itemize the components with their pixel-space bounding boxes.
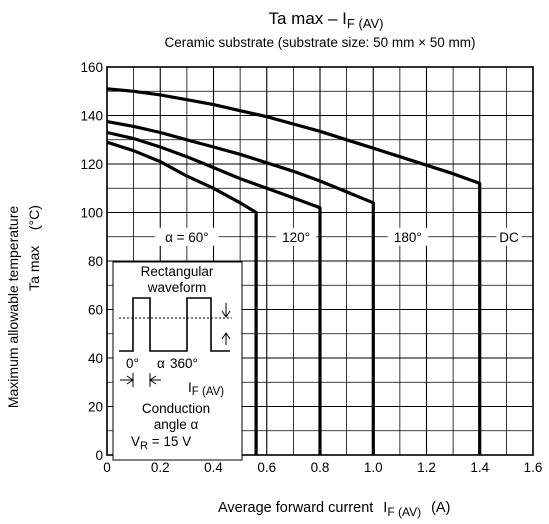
series-line bbox=[106, 87, 482, 455]
series-label: 120° bbox=[282, 230, 310, 245]
y-tick-label: 40 bbox=[88, 351, 103, 366]
conduction-arrow-icon bbox=[120, 373, 161, 387]
x-tick-label: 0 bbox=[103, 460, 111, 475]
series-label-background bbox=[496, 227, 522, 246]
series-line bbox=[106, 120, 375, 455]
inset-title-line1: Rectangular bbox=[141, 264, 214, 279]
angle-alpha-label: α bbox=[157, 356, 165, 371]
series-label-background bbox=[275, 227, 317, 246]
y-tick-label: 140 bbox=[80, 109, 103, 124]
series-label-background bbox=[387, 227, 429, 246]
series-layer bbox=[106, 87, 482, 455]
inset-box: Rectangular waveform 0° α 360° IF (AV) C… bbox=[112, 261, 243, 461]
x-axis-label: Average forward current IF (AV) (A) bbox=[218, 500, 450, 519]
y-tick-label: 160 bbox=[80, 60, 103, 75]
conduction-line2: angle α bbox=[154, 417, 199, 432]
conduction-line1: Conduction bbox=[142, 401, 210, 416]
y-tick-label: 80 bbox=[88, 254, 103, 269]
angle-start-label: 0° bbox=[126, 356, 139, 371]
chart-title: Ta max – IF (AV) bbox=[268, 9, 383, 31]
inset-background bbox=[112, 261, 243, 461]
angle-end-label: 360° bbox=[170, 356, 198, 371]
y-tick-label: 120 bbox=[80, 157, 103, 172]
series-label: α = 60° bbox=[165, 230, 209, 245]
y-tick-label: 100 bbox=[80, 206, 103, 221]
x-tick-label: 0.2 bbox=[151, 460, 170, 475]
y-tick-label: 60 bbox=[88, 303, 103, 318]
y-tick-label: 20 bbox=[88, 400, 103, 415]
series-line bbox=[106, 140, 258, 455]
series-label-background bbox=[155, 227, 219, 246]
series-label: 180° bbox=[394, 230, 422, 245]
y-tick-label: 0 bbox=[95, 448, 103, 463]
reverse-voltage-label: VR = 15 V bbox=[131, 434, 191, 452]
x-axis-ticks: 0 0.2 0.4 0.6 0.8 1.0 1.2 1.4 1.6 bbox=[103, 460, 542, 475]
waveform-icon bbox=[119, 297, 230, 352]
amplitude-arrow-icon bbox=[221, 303, 231, 345]
x-tick-label: 0.4 bbox=[204, 460, 223, 475]
x-tick-label: 1.0 bbox=[364, 460, 383, 475]
y-axis-label-line1: Maximum allowable temperature bbox=[5, 206, 21, 409]
x-tick-label: 0.8 bbox=[311, 460, 330, 475]
inset-title-line2: waveform bbox=[147, 280, 207, 295]
series-labels: α = 60° 120° 180° DC bbox=[155, 227, 522, 246]
x-tick-label: 1.4 bbox=[470, 460, 489, 475]
y-axis-ticks: 0 20 40 60 80 100 120 140 160 bbox=[80, 60, 103, 463]
x-tick-label: 0.6 bbox=[257, 460, 276, 475]
series-line bbox=[106, 130, 322, 455]
x-tick-label: 1.6 bbox=[524, 460, 543, 475]
chart-subtitle: Ceramic substrate (substrate size: 50 mm… bbox=[165, 35, 476, 50]
inset-current-label: IF (AV) bbox=[188, 380, 224, 398]
series-label: DC bbox=[499, 230, 519, 245]
y-axis-label-line2: Ta max (°C) bbox=[26, 205, 42, 291]
x-tick-label: 1.2 bbox=[417, 460, 436, 475]
